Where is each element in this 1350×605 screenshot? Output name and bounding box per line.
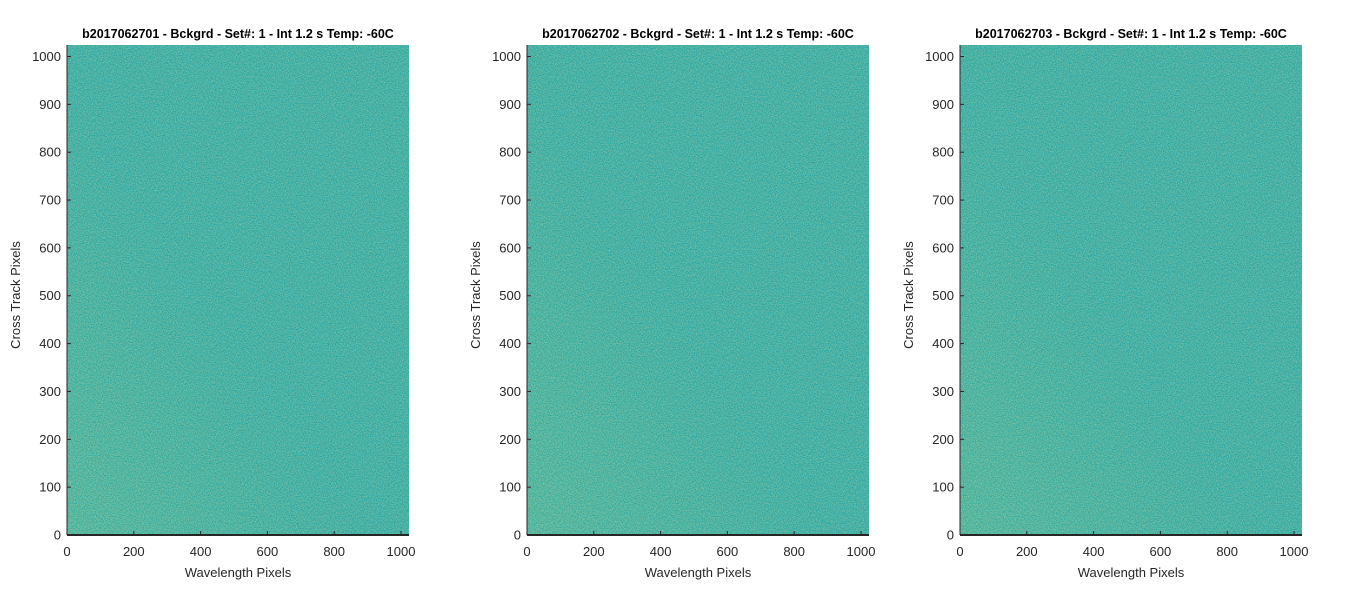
- y-tick-label: 0: [947, 528, 954, 543]
- x-axis-label: Wavelength Pixels: [645, 565, 752, 580]
- x-tick-label: 0: [956, 544, 963, 559]
- y-tick-label: 800: [932, 145, 954, 160]
- y-tick-label: 500: [499, 288, 521, 303]
- y-tick-label: 700: [932, 193, 954, 208]
- x-tick-label: 600: [717, 544, 739, 559]
- y-tick-label: 300: [932, 384, 954, 399]
- y-tick-label: 300: [499, 384, 521, 399]
- y-tick-label: 700: [39, 193, 61, 208]
- subplot-2: 0 100 200 300 400 500 600 700 800 900 1000 0 200 400 6…: [468, 27, 875, 580]
- y-tick-label: 800: [499, 145, 521, 160]
- y-axis-label: Cross Track Pixels: [468, 241, 483, 349]
- x-tick-label: 400: [650, 544, 672, 559]
- y-tick-label: 400: [932, 336, 954, 351]
- x-tick-label: 1000: [1280, 544, 1309, 559]
- y-axis-label: Cross Track Pixels: [8, 241, 23, 349]
- y-tick-label: 100: [932, 480, 954, 495]
- x-tick-label: 400: [1083, 544, 1105, 559]
- x-tick-label: 200: [1016, 544, 1038, 559]
- x-tick-label: 1000: [387, 544, 416, 559]
- heatmap-image: [527, 45, 869, 535]
- y-tick-label: 400: [499, 336, 521, 351]
- x-axis-label: Wavelength Pixels: [1078, 565, 1185, 580]
- y-tick-label: 1000: [925, 49, 954, 64]
- y-tick-label: 800: [39, 145, 61, 160]
- y-tick-label: 500: [932, 288, 954, 303]
- y-tick-label: 200: [932, 432, 954, 447]
- noise-texture: [960, 45, 1302, 535]
- y-tick-label: 0: [54, 528, 61, 543]
- x-tick-label: 800: [1216, 544, 1238, 559]
- y-tick-label: 600: [39, 240, 61, 255]
- noise-texture: [527, 45, 869, 535]
- subplot-3: 0 100 200 300 400 500 600 700 800 900 1000 0 200 400 6…: [901, 27, 1308, 580]
- x-tick-label: 0: [523, 544, 530, 559]
- x-tick-label: 0: [63, 544, 70, 559]
- y-tick-label: 600: [932, 240, 954, 255]
- y-tick-label: 500: [39, 288, 61, 303]
- x-tick-label: 800: [783, 544, 805, 559]
- y-tick-label: 200: [39, 432, 61, 447]
- y-tick-label: 900: [932, 97, 954, 112]
- x-tick-label: 400: [190, 544, 212, 559]
- chart-title: b2017062702 - Bckgrd - Set#: 1 - Int 1.2…: [542, 27, 854, 41]
- x-tick-label: 600: [1150, 544, 1172, 559]
- y-tick-label: 1000: [492, 49, 521, 64]
- y-tick-label: 900: [39, 97, 61, 112]
- chart-title: b2017062701 - Bckgrd - Set#: 1 - Int 1.2…: [82, 27, 394, 41]
- x-axis-label: Wavelength Pixels: [185, 565, 292, 580]
- heatmap-image: [67, 45, 409, 535]
- y-axis-label: Cross Track Pixels: [901, 241, 916, 349]
- y-tick-label: 900: [499, 97, 521, 112]
- y-tick-label: 100: [499, 480, 521, 495]
- x-tick-label: 200: [123, 544, 145, 559]
- x-tick-label: 200: [583, 544, 605, 559]
- y-tick-label: 400: [39, 336, 61, 351]
- heatmap-image: [960, 45, 1302, 535]
- y-tick-label: 300: [39, 384, 61, 399]
- x-tick-label: 800: [323, 544, 345, 559]
- y-tick-label: 1000: [32, 49, 61, 64]
- y-tick-label: 600: [499, 240, 521, 255]
- y-tick-label: 100: [39, 480, 61, 495]
- y-tick-label: 0: [514, 528, 521, 543]
- chart-title: b2017062703 - Bckgrd - Set#: 1 - Int 1.2…: [975, 27, 1287, 41]
- x-tick-label: 600: [257, 544, 279, 559]
- y-tick-label: 200: [499, 432, 521, 447]
- subplot-1: 0 100 200 300 400 500 600 700 800 900 1000 0 200 400 6…: [8, 27, 415, 580]
- y-tick-label: 700: [499, 193, 521, 208]
- noise-texture: [67, 45, 409, 535]
- x-tick-label: 1000: [847, 544, 876, 559]
